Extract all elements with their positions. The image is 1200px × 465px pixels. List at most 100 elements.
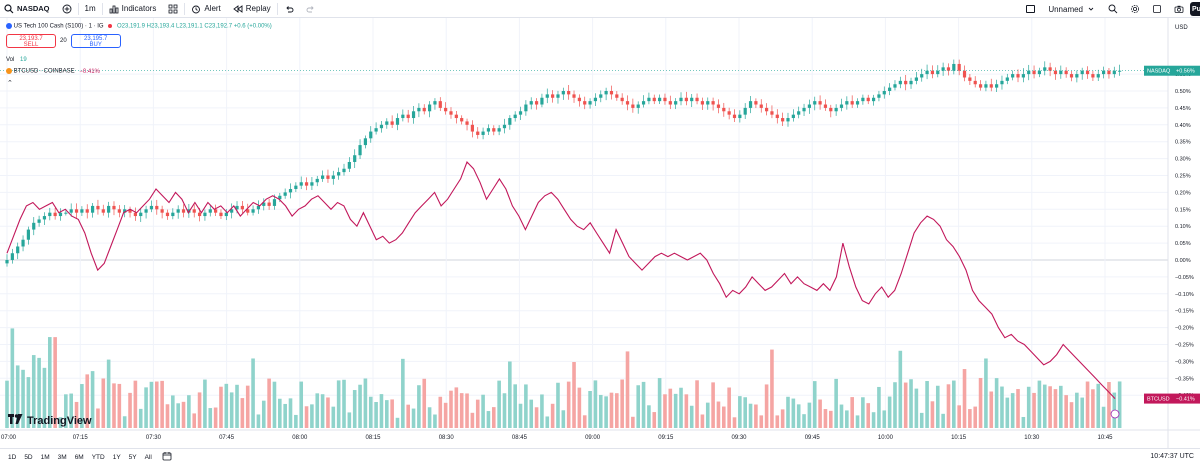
volume-bar bbox=[122, 416, 127, 428]
event-marker-icon[interactable] bbox=[1110, 409, 1120, 419]
volume-bar bbox=[1107, 382, 1111, 428]
candle-body bbox=[1032, 70, 1036, 75]
collapse-legend-button[interactable]: ⌃ bbox=[7, 79, 13, 87]
volume-bar bbox=[631, 416, 635, 428]
volume-bar bbox=[866, 403, 871, 428]
volume-bar bbox=[363, 378, 368, 428]
toolbar-divider bbox=[184, 2, 186, 15]
volume-bar bbox=[518, 403, 523, 428]
sell-button[interactable]: 23,193.7 SELL bbox=[6, 34, 56, 48]
volume-bar bbox=[443, 402, 448, 428]
volume-bar bbox=[850, 397, 854, 428]
candle-body bbox=[411, 111, 416, 119]
chart-area[interactable]: 0.55%0.50%0.45%0.40%0.35%0.30%0.25%0.20%… bbox=[0, 18, 1200, 450]
grid-icon bbox=[168, 4, 178, 14]
symbol-search-button[interactable]: NASDAQ bbox=[0, 0, 56, 18]
volume-bar bbox=[251, 358, 255, 428]
volume-bar bbox=[1042, 384, 1047, 428]
quick-search-button[interactable] bbox=[1102, 0, 1124, 18]
candle-body bbox=[433, 101, 437, 105]
candle-body bbox=[1043, 67, 1047, 71]
candle-body bbox=[641, 101, 646, 105]
candle-body bbox=[390, 121, 394, 125]
settings-button[interactable] bbox=[1124, 0, 1146, 18]
volume-bar bbox=[561, 410, 566, 428]
volume-bar bbox=[401, 358, 405, 428]
volume-bar bbox=[96, 408, 100, 428]
candle-body bbox=[839, 104, 844, 108]
range-button-all[interactable]: All bbox=[144, 453, 152, 461]
volume-bar bbox=[524, 384, 528, 428]
volume-bar bbox=[5, 380, 9, 428]
volume-bar bbox=[952, 380, 956, 428]
date-range-list: 1D 5D 1M 3M 6M YTD 1Y 5Y All bbox=[0, 454, 156, 461]
range-button-1y[interactable]: 1Y bbox=[112, 453, 121, 461]
price-chart[interactable]: 0.55%0.50%0.45%0.40%0.35%0.30%0.25%0.20%… bbox=[0, 18, 1200, 448]
main-series-title: US Tech 100 Cash (S100) · 1 · IG bbox=[13, 23, 104, 30]
buy-price: 23,195.7 bbox=[84, 36, 108, 42]
candle-body bbox=[1016, 74, 1020, 78]
candle-body bbox=[1011, 74, 1015, 78]
axis-currency-label: USD bbox=[1175, 25, 1188, 31]
x-axis-tick-label: 10:15 bbox=[951, 435, 967, 441]
publish-button[interactable]: Pu bbox=[1190, 2, 1200, 16]
candle-body bbox=[379, 124, 384, 129]
undo-button[interactable] bbox=[278, 0, 300, 18]
buy-button[interactable]: 23,195.7 BUY bbox=[70, 34, 121, 48]
snapshot-button[interactable] bbox=[1168, 0, 1190, 18]
volume-bar bbox=[106, 359, 111, 428]
redo-button[interactable] bbox=[300, 0, 322, 18]
volume-bar bbox=[834, 378, 838, 428]
candle-body bbox=[658, 97, 662, 102]
range-button-1m[interactable]: 1M bbox=[40, 453, 50, 461]
y-axis-tick-label: −0.15% bbox=[1175, 309, 1194, 315]
volume-bar bbox=[764, 384, 769, 428]
goto-date-button[interactable] bbox=[162, 451, 172, 463]
candle-body bbox=[759, 104, 763, 108]
range-button-3m[interactable]: 3M bbox=[57, 453, 67, 461]
fullscreen-button[interactable] bbox=[1146, 0, 1168, 18]
utc-clock[interactable]: 10:47:37 UTC bbox=[1150, 453, 1194, 460]
volume-bar bbox=[342, 379, 346, 428]
candle-body bbox=[64, 212, 68, 214]
y-axis-tick-label: 0.10% bbox=[1175, 224, 1191, 230]
range-button-5d[interactable]: 5D bbox=[24, 453, 33, 461]
y-axis-tick-label: −0.35% bbox=[1175, 376, 1194, 382]
x-axis-tick-label: 07:45 bbox=[219, 435, 235, 441]
volume-bar bbox=[1053, 389, 1058, 428]
interval-button[interactable]: 1m bbox=[79, 0, 102, 18]
candle-body bbox=[775, 114, 779, 119]
nasdaq-last-value-pct: +0.56% bbox=[1176, 69, 1195, 75]
volume-bar bbox=[941, 413, 945, 428]
range-button-ytd[interactable]: YTD bbox=[91, 453, 105, 461]
volume-bar bbox=[240, 398, 245, 428]
replay-button[interactable]: Replay bbox=[227, 0, 277, 18]
layout-menu-button[interactable]: Unnamed bbox=[1020, 0, 1102, 18]
volume-bar bbox=[433, 414, 437, 428]
volume-bar bbox=[700, 414, 705, 428]
alert-button[interactable]: Alert bbox=[185, 0, 226, 18]
volume-bar bbox=[299, 381, 304, 428]
volume-bar bbox=[1048, 386, 1052, 428]
candle-body bbox=[42, 216, 47, 220]
range-button-6m[interactable]: 6M bbox=[74, 453, 84, 461]
candle-body bbox=[139, 212, 143, 217]
candle-body bbox=[470, 124, 474, 132]
layout-templates-button[interactable] bbox=[162, 0, 184, 18]
trade-buttons: 23,193.7 SELL 20 23,195.7 BUY bbox=[6, 34, 121, 48]
volume-bar bbox=[914, 388, 919, 428]
indicators-button[interactable]: Indicators bbox=[103, 0, 163, 18]
volume-bar bbox=[133, 380, 138, 428]
compare-symbol-button[interactable] bbox=[56, 0, 78, 18]
candle-body bbox=[732, 114, 737, 119]
candle-body bbox=[1118, 70, 1122, 72]
candle-body bbox=[1037, 70, 1042, 75]
range-button-5y[interactable]: 5Y bbox=[128, 453, 137, 461]
volume-bar bbox=[486, 411, 491, 428]
candle-body bbox=[326, 175, 330, 179]
volume-bar bbox=[411, 408, 416, 428]
volume-bar bbox=[673, 393, 678, 428]
candle-body bbox=[818, 101, 822, 105]
candle-body bbox=[155, 205, 159, 210]
range-button-1d[interactable]: 1D bbox=[8, 453, 17, 461]
